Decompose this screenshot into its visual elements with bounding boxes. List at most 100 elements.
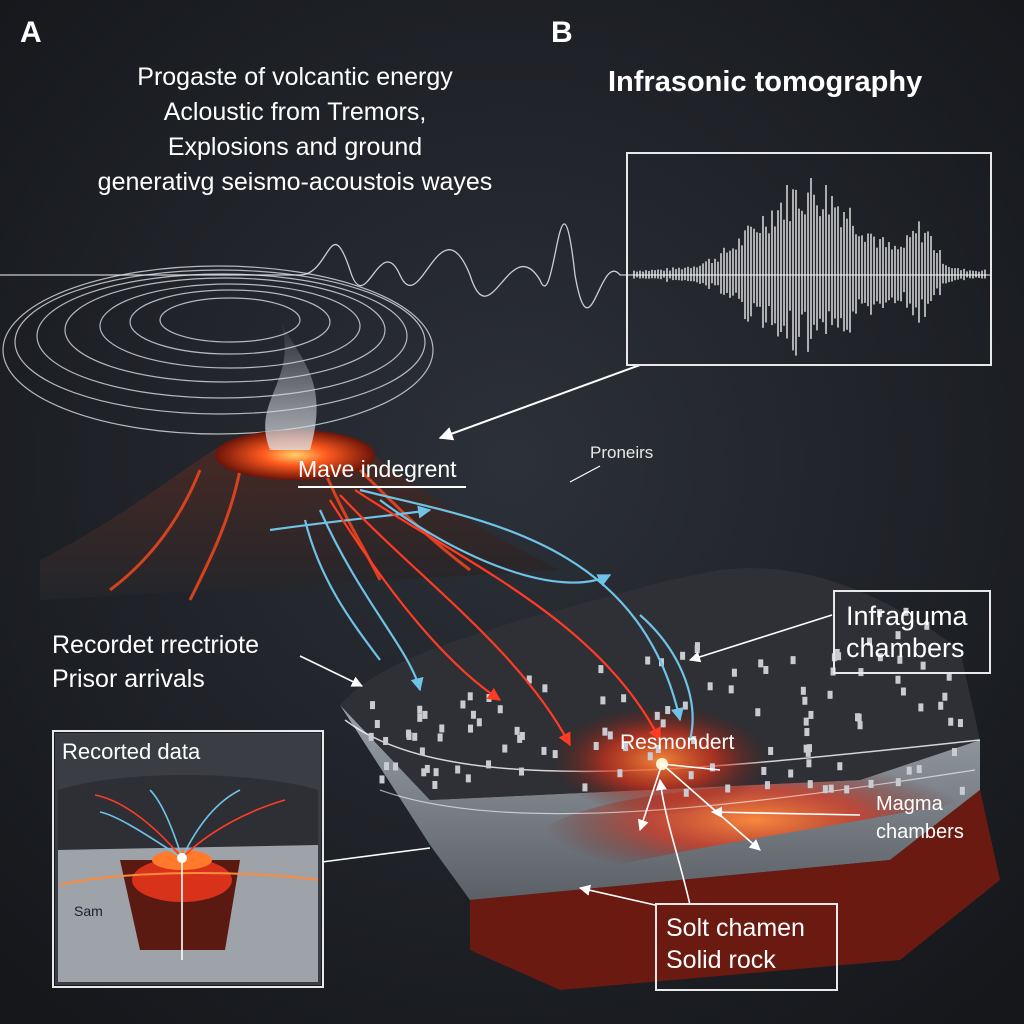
solt-line-1: Solt chamen [666,914,805,942]
seismic-station [514,726,520,735]
seismic-station [688,771,694,780]
lava-flows [109,459,471,601]
seismic-station [368,732,374,741]
seismic-station [683,788,689,797]
seismic-station [827,690,833,699]
inset-sam-label: Sam [74,903,103,919]
seismic-station [519,731,525,740]
seismic-station [694,644,700,653]
wave-label: Mave indegrent [298,456,457,482]
infraguma-label: Infraguma chambers [846,600,968,664]
seismic-station [439,724,445,733]
panel-b-title: Infrasonic tomography [608,66,923,98]
crust-block [340,568,1000,990]
box-pointer-arrow [438,364,641,441]
seismic-station [834,648,840,657]
intro-line-1: Progaste of volcantic energy [137,63,453,91]
seismic-station [476,718,482,727]
seismic-station [374,720,380,729]
magma-line-1: Magma [876,793,943,815]
seismic-station [800,686,806,695]
panel-label-b: B [551,16,573,49]
seismic-station [623,743,629,752]
seismic-station [602,727,608,736]
seismic-station [433,768,439,777]
seismic-station [808,710,814,719]
seismic-station [460,700,466,709]
seismic-station [788,769,794,778]
seismic-station [455,765,461,774]
smoke-plume [265,320,317,450]
seismic-station [803,744,809,753]
intro-line-3: Explosions and ground [167,133,423,161]
magma-chambers-label: Magma chambers [876,790,964,846]
box-waveform [633,177,986,356]
seismic-station [465,774,471,783]
recorded-arrivals-line-2: Prisor arrivals [52,665,205,693]
seismic-station [709,763,715,772]
seismic-station [758,659,764,668]
seismic-station [552,750,558,759]
seismic-station [942,692,948,701]
seismic-station [621,694,627,703]
seismic-station [422,710,428,719]
seismic-station [948,717,954,726]
seismic-station [763,665,769,674]
seismic-station [406,731,412,740]
recorded-arrivals-label: Recordet rrectriote Prisor arrivals [52,628,259,696]
seismic-station [519,767,525,776]
intro-text: Progaste of volcantic energy Acloustic f… [60,60,530,200]
solt-box [655,903,838,991]
infraguma-box [833,590,991,674]
seismic-station [437,733,443,742]
seismic-station [600,696,606,705]
seismic-station [412,732,418,741]
proneirs-pointer [569,465,601,483]
magma-line-2: chambers [876,821,964,843]
seismic-station [647,752,653,761]
seismic-station [806,759,812,768]
seismic-station [593,742,599,751]
seismic-station [470,710,476,719]
seismic-station [731,668,737,677]
volcano-crater [215,430,375,480]
seismic-station [900,687,906,696]
seismic-station [379,775,385,784]
seismic-station [895,631,901,640]
seismic-station [938,701,944,710]
seismic-station [384,762,390,771]
seismic-station [393,762,399,771]
seismic-station [383,736,389,745]
seismic-station [682,701,688,710]
panel-label-a: A [20,16,42,49]
seismic-station [424,764,430,773]
seismic-station [920,661,926,670]
seismic-station [526,675,532,684]
inset-title: Recorted data [62,739,201,764]
solt-label: Solt chamen Solid rock [666,912,805,976]
seismic-station [828,784,834,793]
seismic-station [542,684,548,693]
seismic-station [768,746,774,755]
infraguma-line-1: Infraguma [846,601,968,631]
seismic-station [728,685,734,694]
seismic-station [660,719,666,728]
intro-line-2: Acloustic from Tremors, [163,98,427,126]
recorded-arrivals-line-1: Recordet rrectriote [52,631,260,659]
seismic-station [654,711,660,720]
seismic-station [582,783,588,792]
seismic-station [486,760,492,769]
seismic-station [417,705,423,714]
seismic-station [680,651,686,660]
seismic-station [877,653,883,662]
acoustic-wave-rings [2,265,434,435]
resmondert-label: Resmondert [620,731,735,754]
callout-arrows [299,614,861,906]
inset-illustration [55,733,321,985]
intro-line-4: generativg seismo-acoustois wayes [97,168,493,196]
seismic-station [421,768,427,777]
infraguma-line-2: chambers [846,633,965,663]
seismic-station [959,786,965,795]
